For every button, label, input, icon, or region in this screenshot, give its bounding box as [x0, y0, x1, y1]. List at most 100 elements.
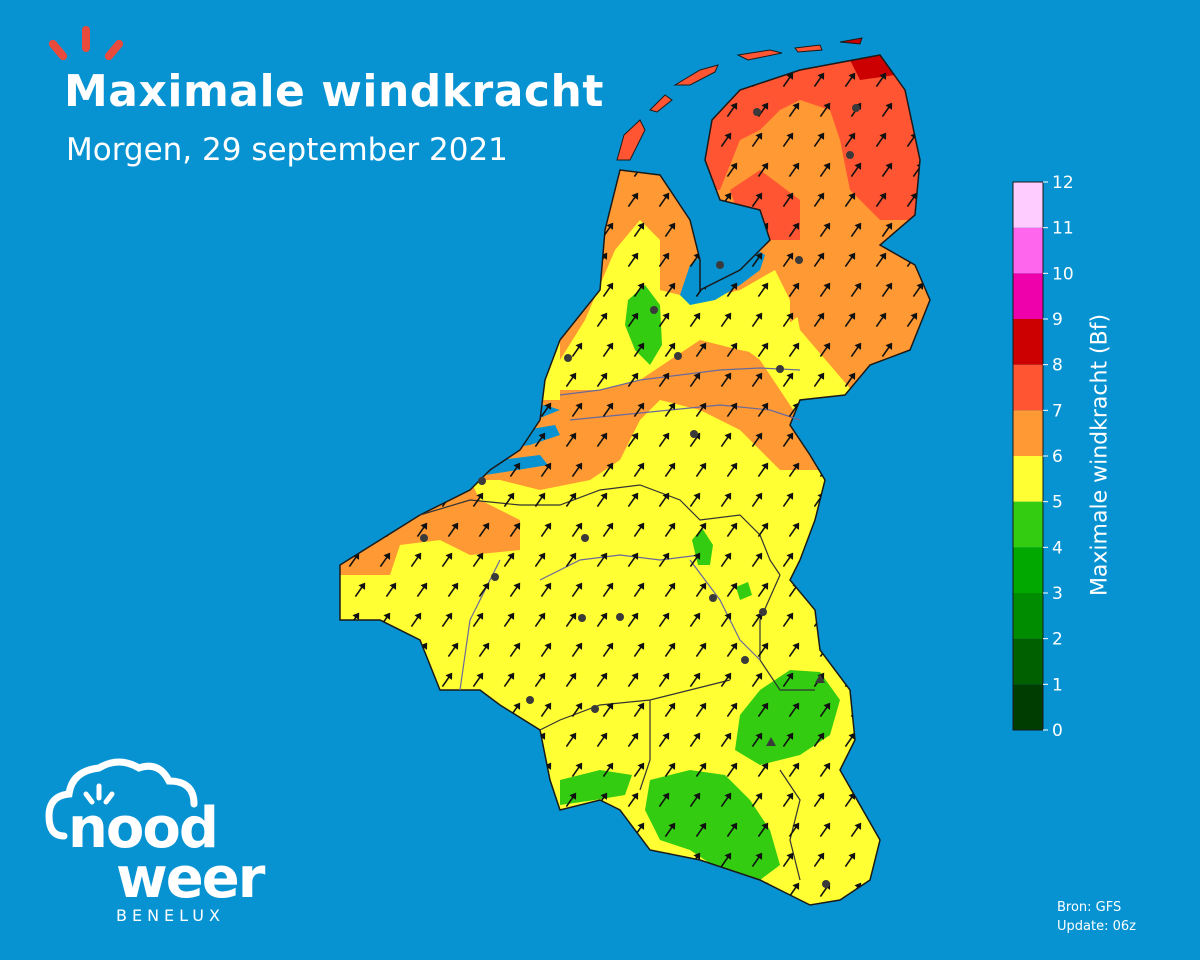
wind-arrow: [906, 792, 918, 808]
wind-arrow: [472, 312, 484, 328]
wind-arrow: [410, 492, 422, 508]
wind-arrow: [348, 372, 360, 388]
wind-arrow: [416, 582, 428, 598]
wind-arrow: [813, 852, 825, 868]
wind-arrow: [354, 342, 366, 358]
wind-arrow: [881, 402, 893, 418]
wind-arrow: [441, 432, 453, 448]
wind-arrow: [416, 342, 428, 358]
wind-arrow: [906, 732, 918, 748]
wind-arrow: [354, 882, 366, 898]
wind-arrow: [751, 732, 763, 748]
wind-arrow: [844, 432, 856, 448]
wind-arrow: [664, 402, 676, 418]
wind-arrow: [757, 762, 769, 778]
city-marker: [564, 354, 572, 362]
wind-arrow: [633, 702, 645, 718]
wind-arrow: [571, 522, 583, 538]
wind-arrow: [602, 162, 614, 178]
wind-arrow: [565, 672, 577, 688]
wind-arrow: [534, 552, 546, 568]
wind-arrow: [441, 552, 453, 568]
wind-arrow: [813, 552, 825, 568]
wind-arrow: [850, 462, 862, 478]
wind-arrow: [689, 732, 701, 748]
wind-arrow: [726, 402, 738, 418]
wind-arrow: [379, 552, 391, 568]
wind-arrow: [379, 372, 391, 388]
wind-arrow: [875, 312, 887, 328]
wind-arrow: [695, 462, 707, 478]
wind-arrow: [875, 792, 887, 808]
wind-arrow: [912, 222, 924, 238]
wind-arrow: [472, 492, 484, 508]
wind-arrow: [472, 672, 484, 688]
wind-arrow: [447, 342, 459, 358]
wind-arrow: [912, 462, 924, 478]
wind-arrow: [689, 312, 701, 328]
wind-arrow: [664, 822, 676, 838]
wind-arrow: [416, 822, 428, 838]
wind-arrow: [416, 462, 428, 478]
wind-arrow: [906, 192, 918, 208]
wind-arrow: [757, 162, 769, 178]
colorbar-segment: [1013, 501, 1043, 548]
wind-arrow: [534, 252, 546, 268]
colorbar-tick-label: 7: [1052, 401, 1063, 421]
wind-arrow: [726, 342, 738, 358]
wind-arrow: [627, 492, 639, 508]
wind-arrow: [596, 132, 608, 148]
wind-arrow: [664, 282, 676, 298]
wind-arrow: [348, 852, 360, 868]
wind-arrow: [720, 492, 732, 508]
wind-arrow: [788, 162, 800, 178]
wind-arrow: [788, 102, 800, 118]
wind-arrow: [596, 552, 608, 568]
wind-arrow: [385, 402, 397, 418]
wind-arrow: [658, 312, 670, 328]
zone-bf5-holland: [560, 220, 790, 390]
wind-arrow: [348, 192, 360, 208]
wind-arrow: [664, 882, 676, 898]
wind-arrow: [813, 252, 825, 268]
wind-arrow: [813, 372, 825, 388]
wind-arrow: [571, 402, 583, 418]
wind-arrow: [658, 372, 670, 388]
wind-arrow: [664, 162, 676, 178]
logo-word-nood: nood: [68, 796, 219, 861]
wind-arrow: [782, 672, 794, 688]
wind-arrow: [788, 282, 800, 298]
wind-arrow: [540, 882, 552, 898]
wind-arrow: [726, 282, 738, 298]
wind-arrow: [472, 252, 484, 268]
wind-arrow: [881, 702, 893, 718]
wind-arrow: [726, 222, 738, 238]
wind-arrow: [534, 852, 546, 868]
wind-arrow: [689, 612, 701, 628]
wind-arrow: [540, 702, 552, 718]
wind-arrow: [633, 882, 645, 898]
wind-arrow: [385, 822, 397, 838]
logo-word-weer: weer: [116, 846, 265, 911]
zone-bf4-e: [645, 770, 780, 880]
wind-arrow: [726, 582, 738, 598]
colorbar-segment: [1013, 364, 1043, 411]
wind-arrow: [751, 132, 763, 148]
wind-arrow: [819, 222, 831, 238]
wind-arrow: [906, 372, 918, 388]
wind-arrow: [689, 252, 701, 268]
wind-arrow: [850, 582, 862, 598]
wind-arrow: [478, 522, 490, 538]
wind-arrow: [782, 132, 794, 148]
wind-arrow: [881, 582, 893, 598]
wind-arrow: [788, 702, 800, 718]
wind-arrow: [875, 552, 887, 568]
wind-arrow: [447, 882, 459, 898]
wind-arrow: [695, 402, 707, 418]
wind-arrow: [571, 462, 583, 478]
summit-marker: [766, 737, 776, 746]
wind-arrow: [906, 672, 918, 688]
wind-arrow: [348, 732, 360, 748]
wind-arrow: [720, 612, 732, 628]
wind-arrow: [354, 402, 366, 418]
